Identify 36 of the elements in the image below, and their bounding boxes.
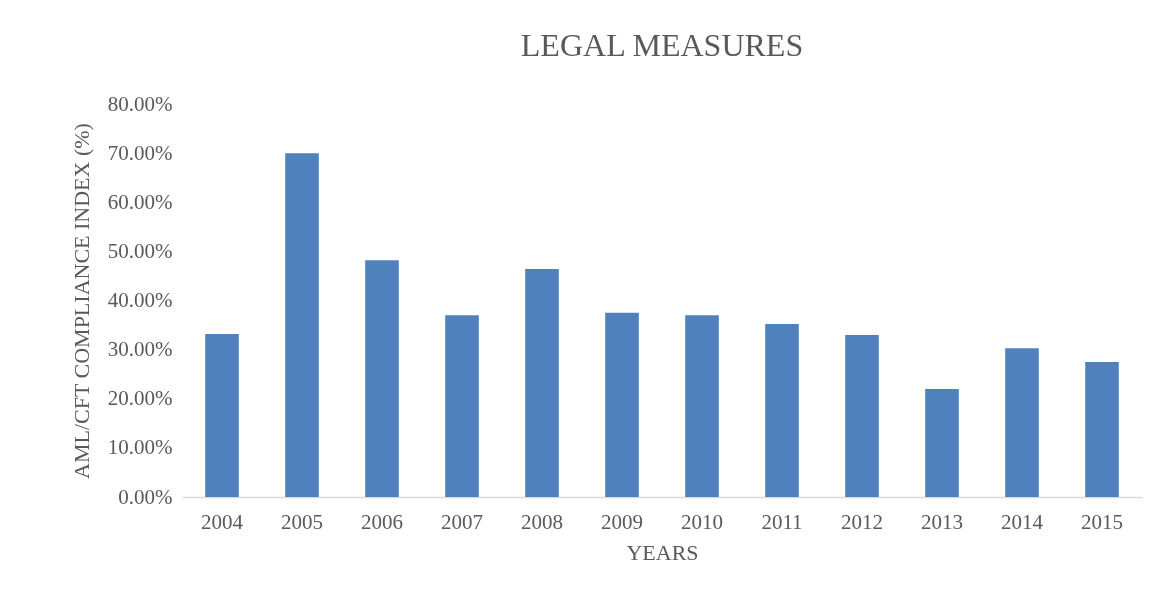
- bar: [765, 324, 799, 497]
- bar: [445, 315, 479, 497]
- bar: [685, 315, 719, 497]
- x-tick-label: 2013: [921, 509, 963, 534]
- y-tick-label: 30.00%: [107, 337, 173, 362]
- x-tick-label: 2005: [281, 509, 323, 534]
- y-axis-title: AML/CFT COMPLIANCE INDEX (%): [68, 123, 94, 479]
- x-axis-title: YEARS: [626, 539, 699, 565]
- bar: [845, 334, 879, 497]
- bar: [365, 260, 399, 497]
- x-tick-label: 2009: [601, 509, 643, 534]
- x-tick-label: 2010: [681, 509, 723, 534]
- bar: [1085, 361, 1119, 497]
- bar: [925, 388, 959, 497]
- y-tick-label: 70.00%: [107, 140, 173, 165]
- y-tick-label: 80.00%: [107, 91, 173, 116]
- bar: [285, 153, 319, 497]
- x-tick-label: 2015: [1081, 509, 1123, 534]
- y-tick-label: 50.00%: [107, 238, 173, 263]
- x-tick-label: 2012: [841, 509, 883, 534]
- x-tick-label: 2006: [361, 509, 403, 534]
- chart-title: LEGAL MEASURES: [520, 27, 804, 63]
- x-tick-label: 2011: [761, 509, 803, 534]
- x-tick-label: 2008: [521, 509, 563, 534]
- bar: [605, 312, 639, 497]
- bar: [205, 333, 239, 497]
- y-tick-label: 60.00%: [107, 189, 173, 214]
- y-tick-label: 40.00%: [107, 288, 173, 312]
- x-tick-label: 2004: [201, 509, 244, 534]
- bar: [525, 269, 559, 497]
- x-tick-label: 2007: [441, 509, 483, 534]
- bar: [1005, 348, 1039, 497]
- x-tick-label: 2014: [1001, 509, 1044, 534]
- y-tick-label: 0.00%: [118, 484, 173, 509]
- y-tick-label: 20.00%: [107, 386, 173, 411]
- y-tick-label: 10.00%: [107, 435, 173, 460]
